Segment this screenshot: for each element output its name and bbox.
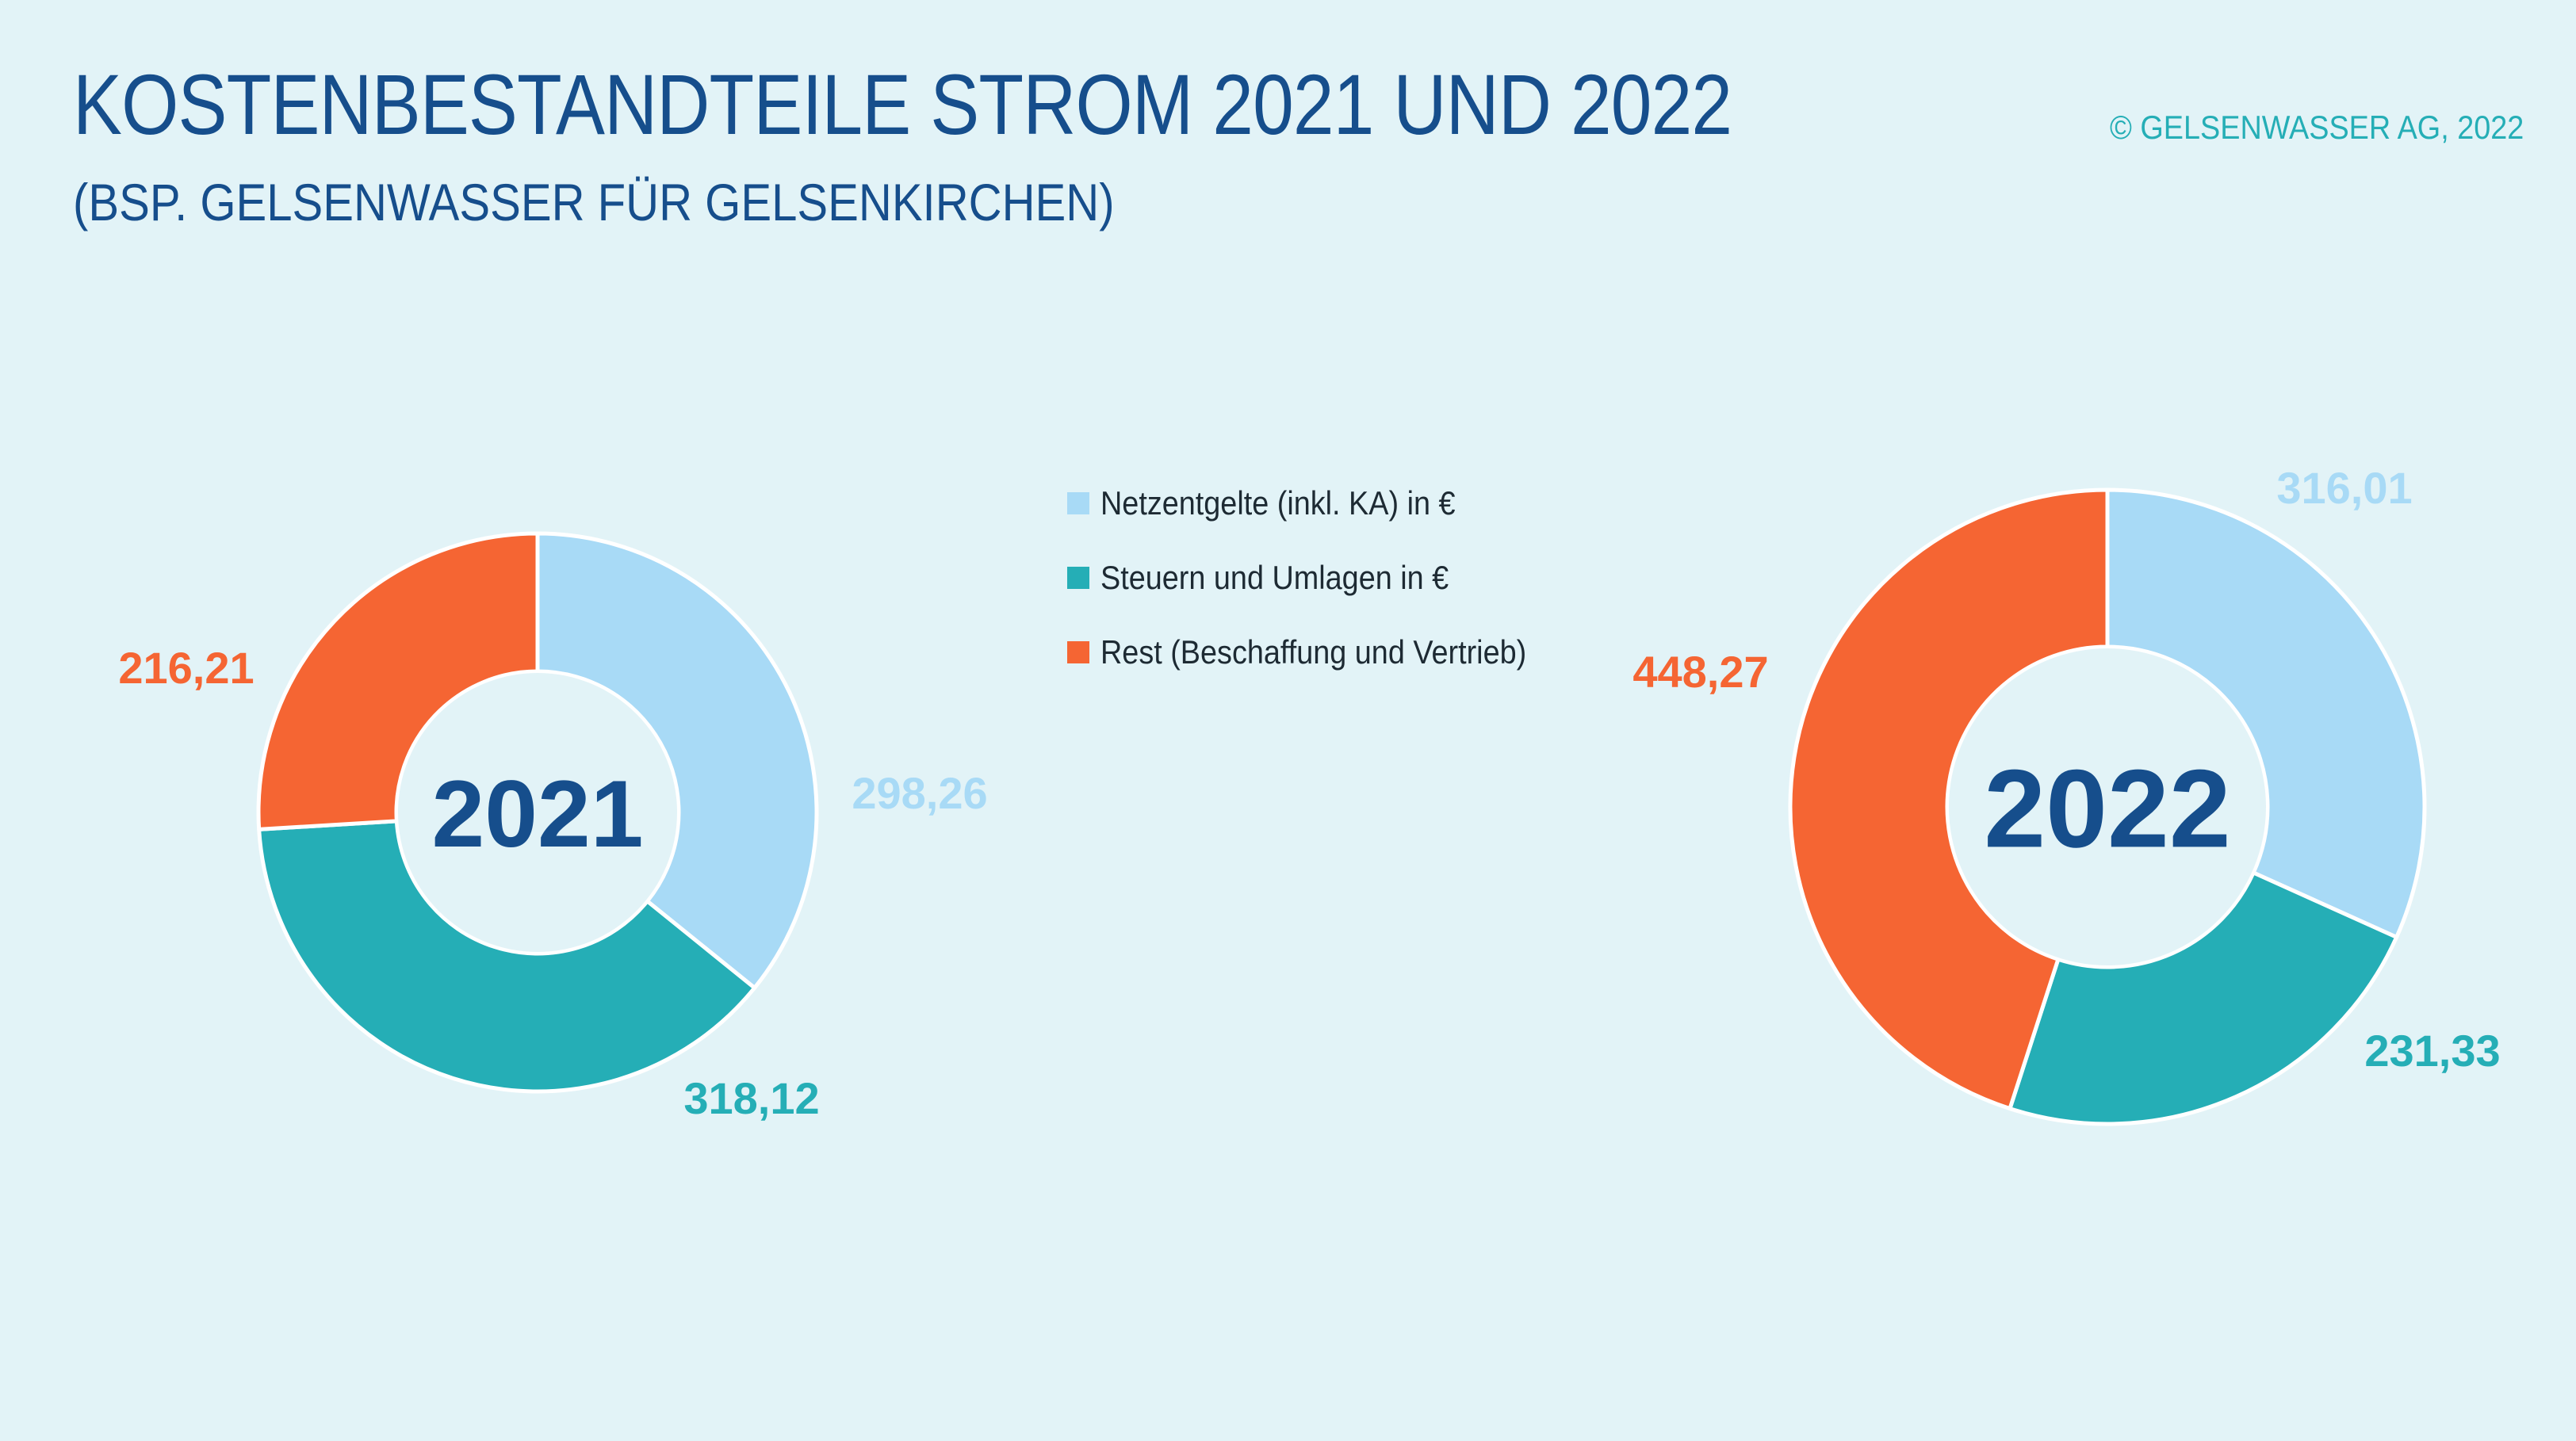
legend: Netzentgelte (inkl. KA) in € Steuern und… xyxy=(1067,484,1574,707)
center-label-2021: 2021 xyxy=(432,761,644,867)
copyright-notice: © GELSENWASSER AG, 2022 xyxy=(2109,109,2524,146)
legend-swatch-steuern xyxy=(1067,567,1089,589)
value-label-2021-netzentgelte: 298,26 xyxy=(852,768,987,818)
legend-item-steuern: Steuern und Umlagen in € xyxy=(1067,558,1574,598)
value-label-2022-netzentgelte: 316,01 xyxy=(2276,463,2412,513)
slice-2021-steuern xyxy=(257,819,757,1094)
value-label-2022-rest: 448,27 xyxy=(1632,647,1768,697)
value-label-2021-rest: 216,21 xyxy=(118,643,254,693)
legend-item-rest: Rest (Beschaffung und Vertrieb) xyxy=(1067,633,1574,672)
legend-swatch-netzentgelte xyxy=(1067,492,1089,514)
chart-subtitle: (BSP. GELSENWASSER FÜR GELSENKIRCHEN) xyxy=(73,173,1115,231)
donut-chart-2022: 316,01 231,33 448,27 2022 xyxy=(1632,463,2501,1126)
slice-2021-rest xyxy=(256,531,540,831)
legend-swatch-rest xyxy=(1067,641,1089,663)
legend-label-steuern: Steuern und Umlagen in € xyxy=(1100,559,1449,596)
donut-hole-2021 xyxy=(398,673,677,952)
legend-item-netzentgelte: Netzentgelte (inkl. KA) in € xyxy=(1067,484,1574,523)
slice-2022-steuern xyxy=(2008,870,2399,1126)
value-label-2021-steuern: 318,12 xyxy=(683,1073,819,1123)
legend-label-rest: Rest (Beschaffung und Vertrieb) xyxy=(1100,633,1527,671)
value-label-2022-steuern: 231,33 xyxy=(2364,1026,2500,1076)
chart-title: KOSTENBESTANDTEILE STROM 2021 UND 2022 xyxy=(73,56,1732,152)
legend-label-netzentgelte: Netzentgelte (inkl. KA) in € xyxy=(1100,484,1456,522)
donut-chart-2021: 298,26 318,12 216,21 2021 xyxy=(118,531,988,1123)
slice-2021-netzentgelte xyxy=(535,531,819,990)
slice-2022-netzentgelte xyxy=(2105,487,2427,939)
center-label-2022: 2022 xyxy=(1984,746,2230,870)
donut-hole-2022 xyxy=(1949,648,2266,965)
slice-2022-rest xyxy=(1788,487,2110,1111)
